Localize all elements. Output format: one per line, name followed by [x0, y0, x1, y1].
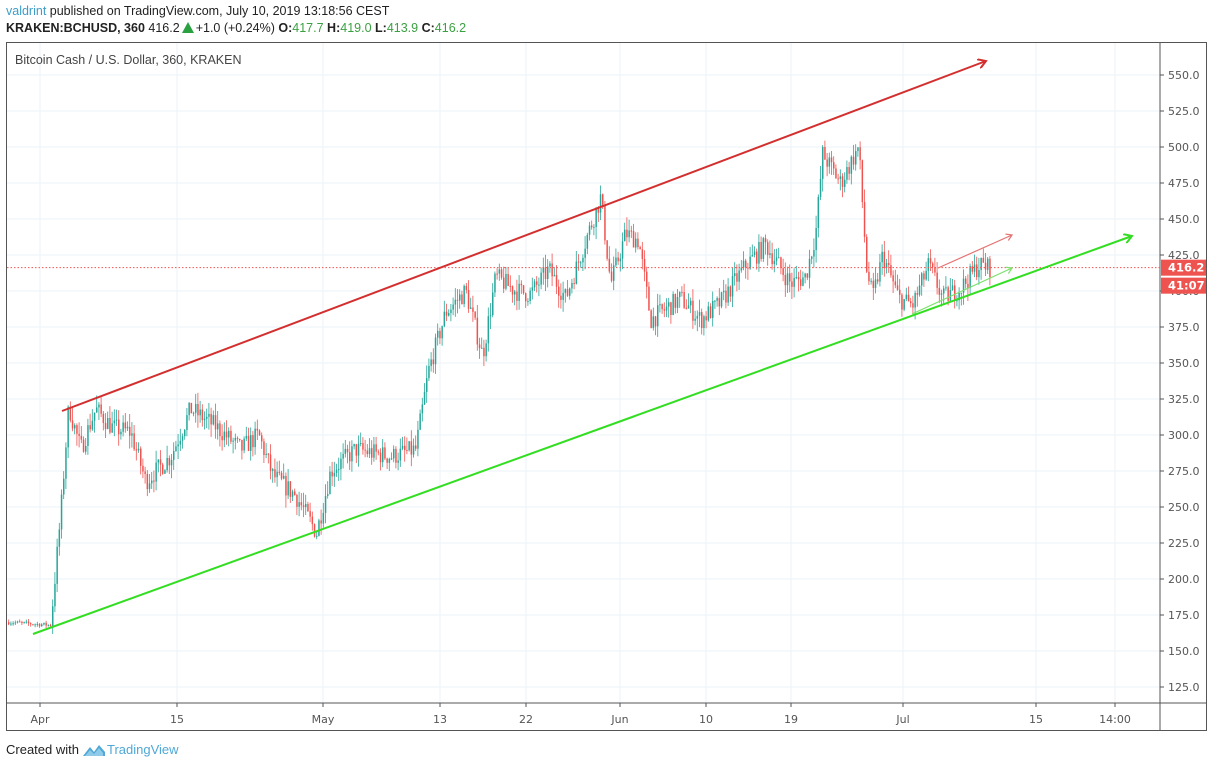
y-tick-label: 250.0: [1168, 501, 1200, 514]
x-tick-label: 22: [519, 713, 533, 726]
high-label: H:: [327, 21, 341, 35]
y-tick-label: 200.0: [1168, 573, 1200, 586]
y-tick-label: 475.0: [1168, 177, 1200, 190]
x-tick-label: 13: [433, 713, 447, 726]
up-triangle-icon: [181, 22, 194, 33]
y-tick-label: 425.0: [1168, 249, 1200, 262]
tradingview-logo-icon: [82, 744, 105, 756]
publish-info: valdrint published on TradingView.com, J…: [6, 4, 389, 18]
x-tick-label: May: [312, 713, 335, 726]
footer: Created with TradingView: [6, 742, 179, 757]
x-tick-label: 15: [170, 713, 184, 726]
x-axis[interactable]: Apr 15 May 13 22 Jun 10 19 Jul 15 14:00: [30, 703, 1131, 726]
close-label: C:: [421, 21, 435, 35]
y-tick-label: 300.0: [1168, 429, 1200, 442]
close-value: 416.2: [434, 21, 467, 35]
tradingview-link[interactable]: TradingView: [106, 742, 179, 757]
x-tick-label: 14:00: [1099, 713, 1131, 726]
publisher-link[interactable]: valdrint: [6, 4, 47, 18]
y-tick-label: 325.0: [1168, 393, 1200, 406]
x-tick-label: 15: [1029, 713, 1043, 726]
x-tick-label: Jul: [895, 713, 909, 726]
svg-text:41:07: 41:07: [1168, 279, 1205, 293]
last-price: 416.2: [148, 21, 180, 35]
open-label: O:: [278, 21, 293, 35]
candles: [8, 140, 991, 634]
y-tick-label: 125.0: [1168, 681, 1200, 694]
x-tick-label: 19: [784, 713, 798, 726]
symbol-info: KRAKEN:BCHUSD, 360 416.2 +1.0 (+0.24%) O:…: [6, 21, 466, 35]
y-tick-label: 175.0: [1168, 609, 1200, 622]
channel-bottom-trendline[interactable]: [32, 236, 1132, 635]
low-value: 413.9: [386, 21, 419, 35]
y-tick-label: 150.0: [1168, 645, 1200, 658]
y-tick-label: 450.0: [1168, 213, 1200, 226]
y-tick-label: 350.0: [1168, 357, 1200, 370]
channel-top-trendline[interactable]: [61, 61, 986, 412]
svg-text:416.2: 416.2: [1168, 261, 1204, 275]
symbol-label: KRAKEN:BCHUSD, 360: [6, 21, 145, 35]
x-tick-label: 10: [699, 713, 713, 726]
last-price-label: 416.2: [1161, 259, 1206, 276]
bar-countdown-label: 41:07: [1161, 277, 1206, 294]
chart-legend-title: Bitcoin Cash / U.S. Dollar, 360, KRAKEN: [15, 53, 242, 67]
y-tick-label: 225.0: [1168, 537, 1200, 550]
y-tick-label: 525.0: [1168, 105, 1200, 118]
grid: [7, 43, 1160, 703]
published-text: published on TradingView.com, July 10, 2…: [46, 4, 390, 18]
open-value: 417.7: [292, 21, 324, 35]
y-tick-label: 500.0: [1168, 141, 1200, 154]
high-value: 419.0: [340, 21, 372, 35]
wedge-top-trendline[interactable]: [937, 233, 1014, 269]
wedge-bottom-trendline[interactable]: [911, 266, 1014, 315]
y-tick-label: 550.0: [1168, 69, 1200, 82]
x-tick-label: Jun: [610, 713, 628, 726]
low-label: L:: [375, 21, 387, 35]
y-tick-label: 375.0: [1168, 321, 1200, 334]
y-tick-label: 275.0: [1168, 465, 1200, 478]
x-tick-label: Apr: [30, 713, 50, 726]
created-with-text: Created with: [6, 742, 79, 757]
price-change: +1.0 (+0.24%): [195, 21, 275, 35]
chart-frame: [6, 42, 1207, 731]
y-axis[interactable]: 550.0525.0500.0475.0450.0425.0400.0375.0…: [1160, 69, 1200, 694]
